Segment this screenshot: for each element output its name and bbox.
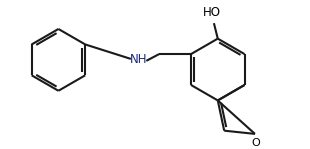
Text: O: O — [251, 138, 260, 148]
Text: NH: NH — [130, 53, 147, 66]
Text: HO: HO — [203, 6, 221, 19]
